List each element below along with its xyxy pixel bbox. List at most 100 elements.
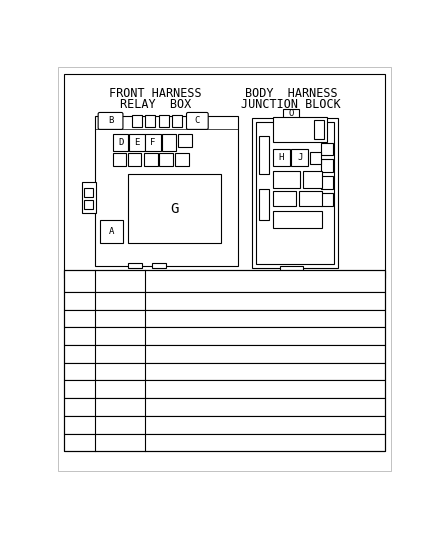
Text: B: B — [108, 116, 113, 125]
Text: 2: 2 — [117, 313, 124, 324]
Text: KEY
MARK: KEY MARK — [67, 270, 92, 292]
Text: 6: 6 — [117, 384, 124, 394]
Text: 7: 7 — [117, 402, 124, 412]
Text: 4: 4 — [117, 349, 124, 359]
Bar — [178, 134, 192, 147]
Bar — [258, 135, 269, 174]
FancyBboxPatch shape — [187, 112, 208, 130]
Text: A: A — [109, 227, 114, 236]
Bar — [82, 182, 96, 213]
Bar — [129, 134, 145, 151]
Bar — [272, 117, 327, 142]
Text: G: G — [76, 402, 83, 412]
Text: J: J — [76, 438, 83, 447]
Bar — [303, 171, 322, 188]
Bar — [145, 134, 161, 151]
Bar — [113, 134, 128, 151]
Bar — [100, 220, 123, 244]
Bar — [321, 193, 333, 206]
Text: REALY, HEATER: REALY, HEATER — [152, 438, 233, 447]
Text: E: E — [76, 367, 83, 377]
Bar — [132, 115, 142, 127]
Bar — [159, 115, 169, 127]
Bar — [258, 189, 269, 220]
Bar — [84, 188, 93, 197]
Bar — [64, 292, 385, 310]
Bar — [321, 176, 333, 189]
Bar — [127, 154, 141, 166]
Bar — [84, 200, 93, 209]
Bar — [159, 154, 173, 166]
Bar — [113, 154, 126, 166]
Text: RELAY, HORN: RELAY, HORN — [152, 367, 220, 377]
Text: 8: 8 — [117, 419, 124, 430]
Text: JUNCTION BLOCK: JUNCTION BLOCK — [241, 98, 341, 111]
Text: D: D — [118, 138, 124, 147]
FancyBboxPatch shape — [98, 112, 123, 130]
Text: RELAY, FOG LAMP: RELAY, FOG LAMP — [152, 349, 245, 359]
Text: 3: 3 — [117, 331, 124, 341]
Bar — [64, 270, 385, 451]
Bar — [272, 171, 300, 188]
Bar — [321, 159, 333, 172]
Text: B: B — [76, 313, 83, 324]
Bar — [272, 149, 290, 166]
Bar — [321, 142, 333, 155]
Bar — [128, 263, 142, 268]
Text: F: F — [76, 384, 83, 394]
Bar — [64, 310, 385, 327]
Bar — [299, 191, 322, 206]
Text: FRONT HARNESS: FRONT HARNESS — [109, 87, 202, 101]
Bar — [64, 74, 385, 278]
Bar — [272, 191, 296, 206]
Bar — [64, 345, 385, 363]
Bar — [64, 433, 385, 451]
Bar — [64, 363, 385, 381]
Text: H: H — [279, 154, 284, 163]
Text: PART  NAME: PART NAME — [234, 276, 297, 286]
Bar — [152, 263, 166, 268]
Bar — [283, 109, 299, 118]
Text: RELAY  BOX: RELAY BOX — [120, 98, 191, 111]
Text: O: O — [289, 109, 294, 118]
Bar — [128, 174, 221, 244]
Text: 1: 1 — [117, 296, 124, 306]
Text: F: F — [151, 138, 156, 147]
Bar — [272, 211, 322, 228]
Text: C: C — [194, 116, 200, 125]
Bar — [145, 115, 155, 127]
Text: A: A — [76, 296, 83, 306]
Text: C: C — [76, 331, 83, 341]
Text: J: J — [297, 154, 302, 163]
Bar — [175, 154, 189, 166]
Bar — [279, 266, 303, 276]
Text: RELAY, HORN (THEFT): RELAY, HORN (THEFT) — [152, 384, 270, 394]
Bar — [310, 152, 321, 164]
Text: RELAY, DEFOGGER: RELAY, DEFOGGER — [152, 419, 245, 430]
Bar — [162, 134, 177, 151]
Text: KEY NO.: KEY NO. — [99, 276, 142, 286]
Text: 5: 5 — [117, 367, 124, 377]
Text: RELAY, A/C COMPRESSOR: RELAY, A/C COMPRESSOR — [152, 331, 283, 341]
Text: RELAY, PWM: RELAY, PWM — [152, 296, 214, 306]
Bar — [172, 115, 182, 127]
Text: H: H — [76, 419, 83, 430]
Text: E: E — [134, 138, 140, 147]
Text: BODY  HARNESS: BODY HARNESS — [245, 87, 337, 101]
Bar — [64, 416, 385, 433]
Text: D: D — [76, 349, 83, 359]
Bar — [64, 327, 385, 345]
Bar — [64, 270, 385, 292]
Bar — [256, 122, 334, 264]
Bar — [252, 118, 338, 268]
Bar — [64, 398, 385, 416]
Text: G: G — [171, 201, 179, 216]
Bar — [144, 154, 158, 166]
Bar — [95, 116, 238, 266]
Bar — [64, 381, 385, 398]
Text: RELAY, M/T STARTER: RELAY, M/T STARTER — [152, 313, 264, 324]
Bar — [314, 120, 324, 139]
Text: RELAY, FRONT ECU: RELAY, FRONT ECU — [152, 402, 251, 412]
Text: 8: 8 — [117, 438, 124, 447]
Bar — [291, 149, 308, 166]
